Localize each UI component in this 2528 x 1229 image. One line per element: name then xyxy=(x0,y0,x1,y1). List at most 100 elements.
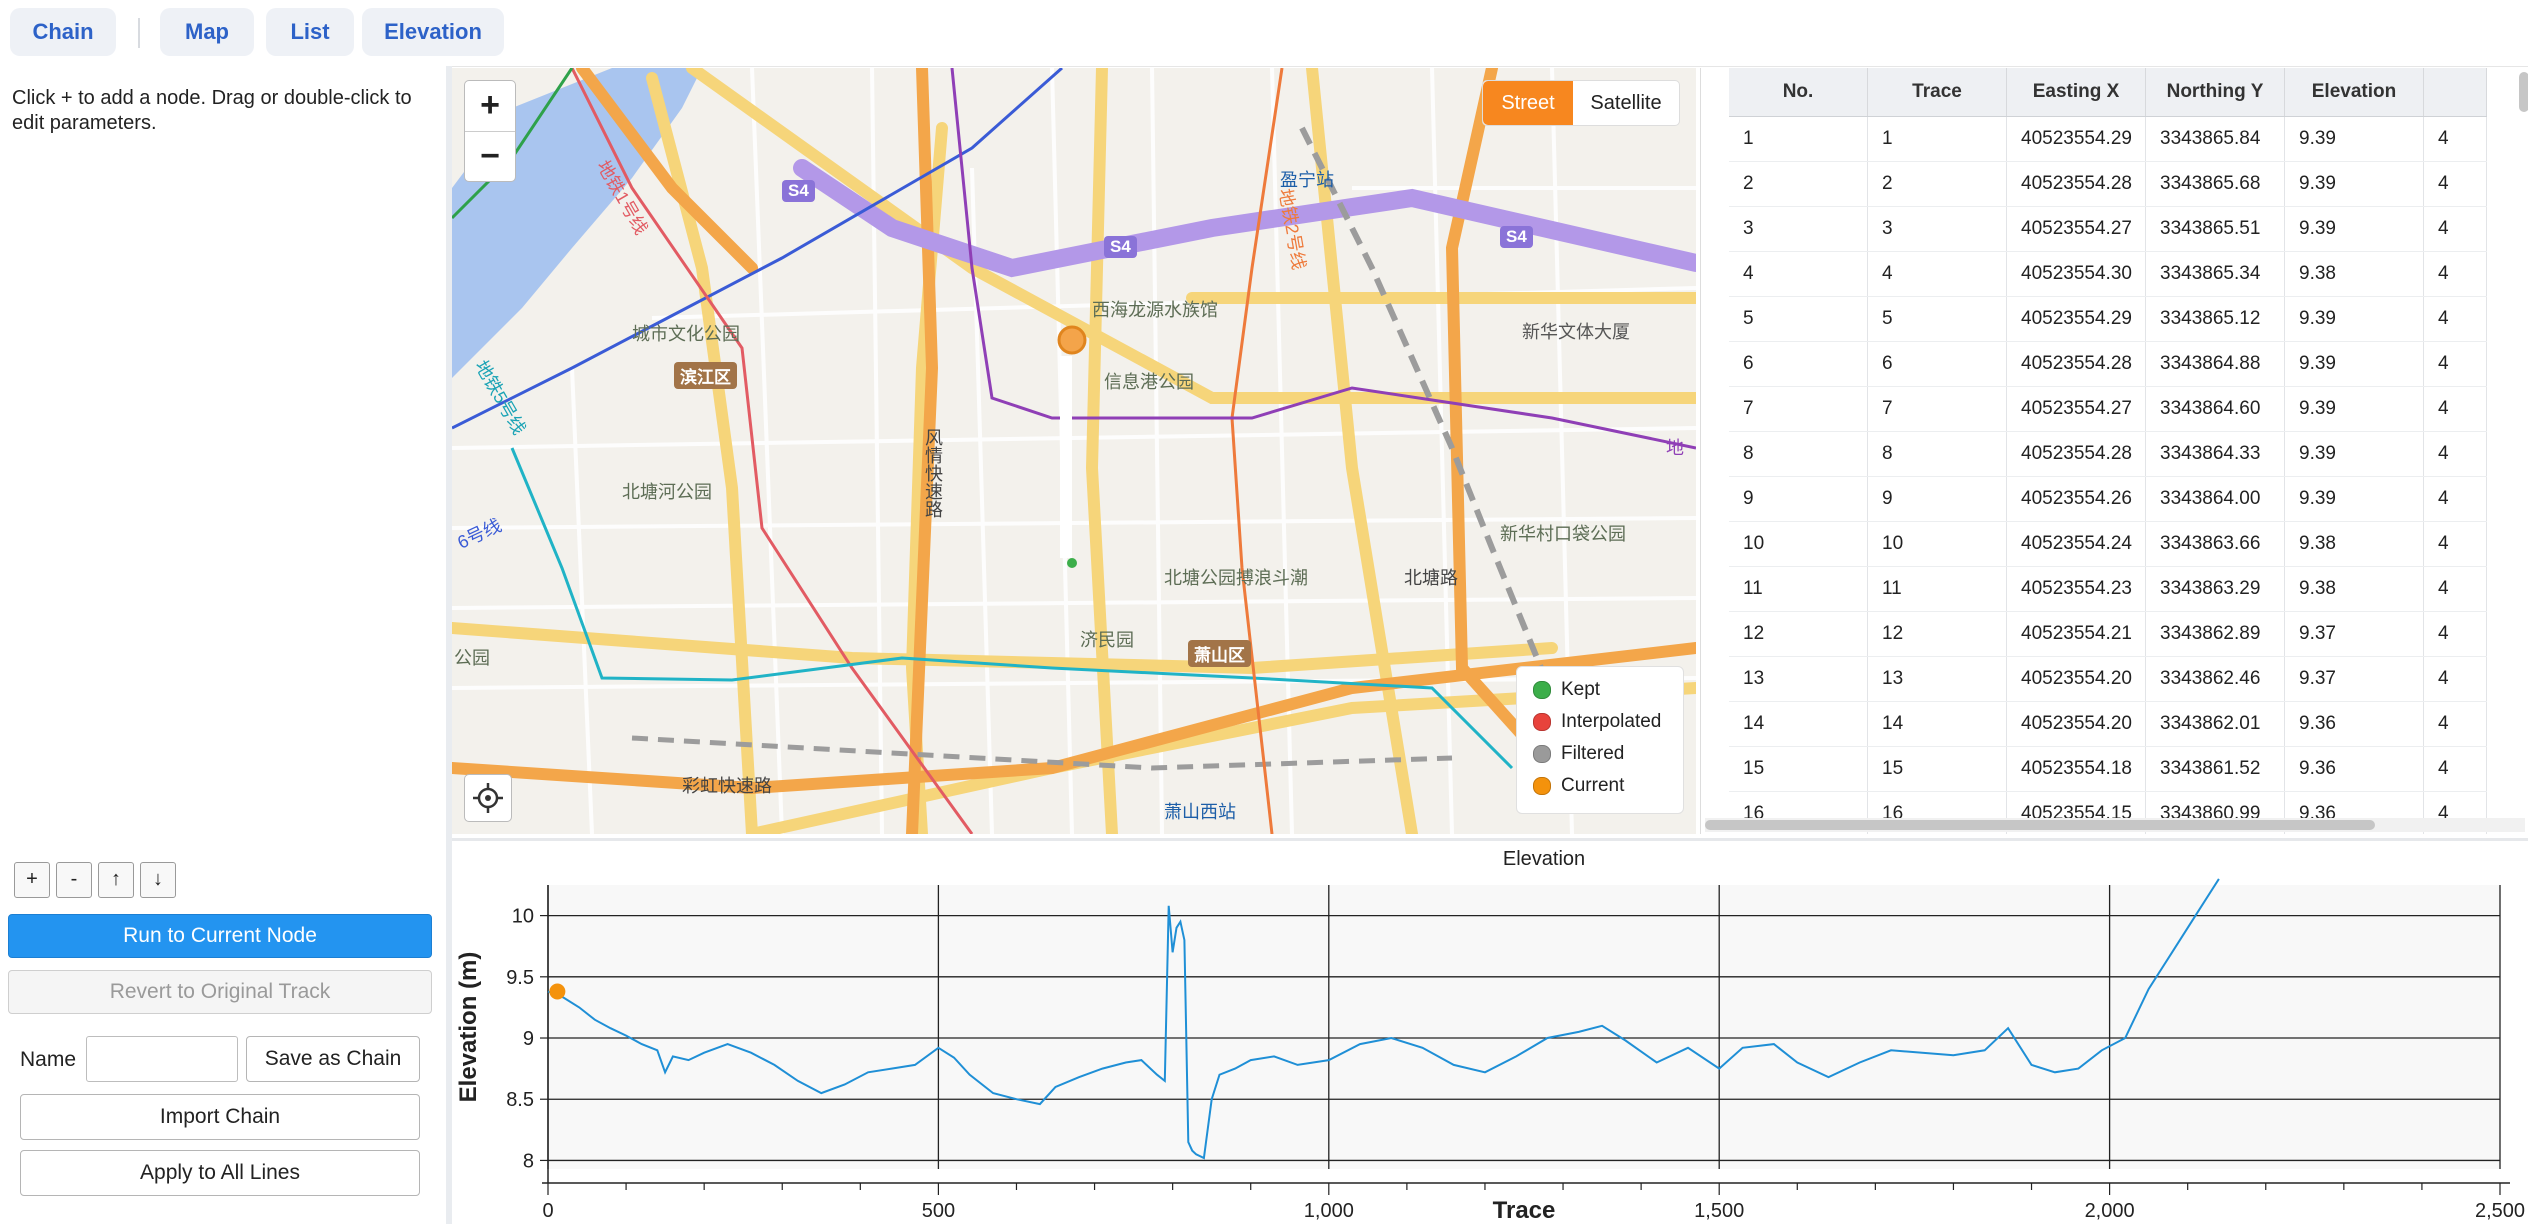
table-cell: 9.38 xyxy=(2284,251,2424,297)
table-cell: 10 xyxy=(1867,521,2007,567)
table-row[interactable]: 9 9 40523554.26 3343864.00 9.39 4 xyxy=(1729,476,2487,522)
table-row[interactable]: 11 11 40523554.23 3343863.29 9.38 4 xyxy=(1729,566,2487,612)
x-axis-label: Trace xyxy=(1493,1197,1556,1224)
column-header-easting[interactable]: Easting X xyxy=(2006,68,2146,117)
legend-label: Interpolated xyxy=(1561,711,1662,732)
map-label-beitang-park: 北塘公园搏浪斗潮 xyxy=(1164,568,1308,588)
revert-track-button[interactable]: Revert to Original Track xyxy=(8,970,432,1014)
legend-dot-icon xyxy=(1533,744,1551,763)
tab-list[interactable]: List xyxy=(266,8,354,56)
table-cell: 9.39 xyxy=(2284,296,2424,342)
tab-elevation[interactable]: Elevation xyxy=(362,8,504,56)
table-cell: 9.39 xyxy=(2284,116,2424,162)
column-header-extra[interactable] xyxy=(2423,68,2487,117)
map-label-xiaoshan-west: 萧山西站 xyxy=(1164,802,1236,822)
move-up-button[interactable]: ↑ xyxy=(98,862,134,898)
table-header-row: No. Trace Easting X Northing Y Elevation xyxy=(1729,68,2487,117)
table-cell: 9.38 xyxy=(2284,521,2424,567)
column-header-trace[interactable]: Trace xyxy=(1867,68,2007,117)
trace-grid: No. Trace Easting X Northing Y Elevation… xyxy=(1729,68,2487,834)
map-view[interactable]: 盈宁站 西海龙源水族馆 城市文化公园 信息港公园 新华文体大厦 滨江区 北塘河公… xyxy=(452,68,1696,834)
map-label-chengshi: 城市文化公园 xyxy=(632,324,740,344)
table-cell: 40523554.26 xyxy=(2006,476,2146,522)
remove-node-button[interactable]: - xyxy=(56,862,92,898)
scroll-thumb[interactable] xyxy=(1705,820,2375,830)
import-chain-button[interactable]: Import Chain xyxy=(20,1094,420,1140)
table-cell: 3343861.52 xyxy=(2145,746,2285,792)
column-header-northing[interactable]: Northing Y xyxy=(2145,68,2285,117)
table-cell: 40523554.24 xyxy=(2006,521,2146,567)
y-tick-label: 9 xyxy=(523,1028,534,1050)
table-row[interactable]: 3 3 40523554.27 3343865.51 9.39 4 xyxy=(1729,206,2487,252)
tab-map[interactable]: Map xyxy=(160,8,254,56)
layer-street-button[interactable]: Street xyxy=(1483,81,1573,125)
y-tick-label: 10 xyxy=(512,906,534,928)
table-cell: 40523554.27 xyxy=(2006,206,2146,252)
table-row[interactable]: 14 14 40523554.20 3343862.01 9.36 4 xyxy=(1729,701,2487,747)
table-cell: 40523554.27 xyxy=(2006,386,2146,432)
apply-all-lines-button[interactable]: Apply to All Lines xyxy=(20,1150,420,1196)
table-cell: 7 xyxy=(1867,386,2007,432)
table-cell: 40523554.29 xyxy=(2006,116,2146,162)
save-as-chain-button[interactable]: Save as Chain xyxy=(246,1036,420,1082)
table-cell: 6 xyxy=(1867,341,2007,387)
table-row[interactable]: 12 12 40523554.21 3343862.89 9.37 4 xyxy=(1729,611,2487,657)
table-row[interactable]: 7 7 40523554.27 3343864.60 9.39 4 xyxy=(1729,386,2487,432)
map-label-beitang: 北塘河公园 xyxy=(622,482,712,502)
chart-title: Elevation xyxy=(1503,848,1585,870)
column-header-elevation[interactable]: Elevation xyxy=(2284,68,2424,117)
table-row[interactable]: 15 15 40523554.18 3343861.52 9.36 4 xyxy=(1729,746,2487,792)
zoom-in-button[interactable]: + xyxy=(480,86,500,124)
table-cell: 9.37 xyxy=(2284,611,2424,657)
x-tick-label: 0 xyxy=(542,1200,553,1222)
table-cell: 3 xyxy=(1729,206,1868,252)
table-row[interactable]: 5 5 40523554.29 3343865.12 9.39 4 xyxy=(1729,296,2487,342)
legend-item-kept: Kept xyxy=(1533,677,1600,703)
add-node-button[interactable]: + xyxy=(14,862,50,898)
map-label-s4-c: S4 xyxy=(1500,226,1533,248)
legend-dot-icon xyxy=(1533,680,1551,699)
table-cell: 40523554.28 xyxy=(2006,431,2146,477)
table-cell: 40523554.28 xyxy=(2006,161,2146,207)
table-row[interactable]: 6 6 40523554.28 3343864.88 9.39 4 xyxy=(1729,341,2487,387)
table-cell: 40523554.23 xyxy=(2006,566,2146,612)
tab-chain[interactable]: Chain xyxy=(10,8,116,56)
table-cell: 12 xyxy=(1867,611,2007,657)
run-to-current-node-button[interactable]: Run to Current Node xyxy=(8,914,432,958)
move-down-button[interactable]: ↓ xyxy=(140,862,176,898)
table-row[interactable]: 1 1 40523554.29 3343865.84 9.39 4 xyxy=(1729,116,2487,162)
table-row[interactable]: 13 13 40523554.20 3343862.46 9.37 4 xyxy=(1729,656,2487,702)
table-cell: 15 xyxy=(1729,746,1868,792)
table-cell: 9.37 xyxy=(2284,656,2424,702)
table-row[interactable]: 8 8 40523554.28 3343864.33 9.39 4 xyxy=(1729,431,2487,477)
zoom-out-button[interactable]: − xyxy=(465,131,515,182)
zoom-control: + − xyxy=(464,80,516,182)
locate-button[interactable] xyxy=(464,774,512,822)
vertical-scrollbar[interactable] xyxy=(2519,72,2528,112)
table-cell: 9.36 xyxy=(2284,746,2424,792)
table-row[interactable]: 4 4 40523554.30 3343865.34 9.38 4 xyxy=(1729,251,2487,297)
horizontal-scrollbar[interactable] xyxy=(1705,818,2525,832)
table-cell: 40523554.28 xyxy=(2006,341,2146,387)
trace-table[interactable]: No. Trace Easting X Northing Y Elevation… xyxy=(1700,68,2528,834)
table-cell: 4 xyxy=(2423,386,2487,432)
layer-satellite-button[interactable]: Satellite xyxy=(1590,92,1662,114)
table-row[interactable]: 2 2 40523554.28 3343865.68 9.39 4 xyxy=(1729,161,2487,207)
table-cell: 4 xyxy=(2423,746,2487,792)
x-tick-label: 2,500 xyxy=(2475,1200,2525,1222)
table-row[interactable]: 10 10 40523554.24 3343863.66 9.38 4 xyxy=(1729,521,2487,567)
table-cell: 9.39 xyxy=(2284,386,2424,432)
table-cell: 14 xyxy=(1867,701,2007,747)
chain-name-input[interactable] xyxy=(86,1036,238,1082)
table-cell: 4 xyxy=(2423,701,2487,747)
elevation-chart[interactable]: 0 500 1,000 1,500 2,000 2,500 8 8.5 9 9.5 10 Elevat… xyxy=(452,838,2528,1227)
plot-area xyxy=(548,885,2500,1169)
table-cell: 3343863.66 xyxy=(2145,521,2285,567)
table-cell: 4 xyxy=(2423,341,2487,387)
panel-splitter[interactable] xyxy=(446,66,452,1224)
table-cell: 9.39 xyxy=(2284,341,2424,387)
x-tick-label: 2,000 xyxy=(2085,1200,2135,1222)
column-header-no[interactable]: No. xyxy=(1729,68,1868,117)
y-tick-label: 9.5 xyxy=(506,967,534,989)
table-cell: 1 xyxy=(1729,116,1868,162)
